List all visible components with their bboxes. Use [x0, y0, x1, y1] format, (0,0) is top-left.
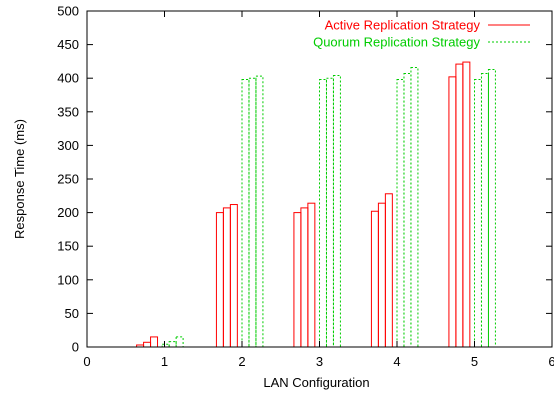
y-tick-label-0: 0 [72, 340, 79, 355]
y-tick-label-7: 350 [57, 104, 79, 119]
y-tick-label-8: 400 [57, 71, 79, 86]
bar-quorum-1 [168, 341, 177, 348]
bar-quorum-5 [255, 75, 264, 348]
y-tick-label-1: 50 [65, 306, 79, 321]
y-tick-label-3: 150 [57, 239, 79, 254]
bar-active-9 [370, 210, 379, 348]
legend: Active Replication Strategy Quorum Repli… [313, 18, 530, 50]
bar-quorum-8 [332, 75, 341, 348]
y-tick-label-9: 450 [57, 37, 79, 52]
y-tick-label-10: 500 [57, 4, 79, 19]
x-axis-title: LAN Configuration [263, 375, 369, 390]
bar-quorum-14 [487, 68, 496, 348]
bar-quorum-4 [248, 77, 257, 348]
bar-quorum-11 [410, 66, 419, 348]
bar-quorum-2 [175, 336, 184, 348]
bar-active-1 [143, 341, 152, 348]
bar-quorum-6 [319, 79, 327, 348]
y-tick-label-2: 100 [57, 272, 79, 287]
bar-active-14 [462, 61, 471, 348]
y-tick-label-6: 300 [57, 138, 79, 153]
bar-quorum-9 [396, 79, 405, 348]
x-tick-label-4: 4 [393, 354, 400, 369]
x-tick-label-6: 6 [548, 354, 554, 369]
bar-quorum-12 [474, 79, 482, 348]
legend-label-quorum: Quorum Replication Strategy [313, 35, 480, 50]
legend-label-active: Active Replication Strategy [325, 18, 481, 33]
y-axis-title: Response Time (ms) [12, 119, 27, 239]
bar-active-7 [300, 207, 309, 348]
x-tick-label-0: 0 [83, 354, 90, 369]
y-tick-label-5: 250 [57, 172, 79, 187]
ticks-layer: 0 50 100 150 200 250 300 350 400 450 500 0 1 2 3 4 5 6 [57, 4, 554, 370]
x-tick-label-1: 1 [161, 354, 168, 369]
bar-quorum-7 [325, 77, 334, 348]
x-tick-label-3: 3 [316, 354, 323, 369]
bar-active-10 [377, 202, 386, 348]
bar-active-5 [229, 204, 238, 348]
bar-active-6 [293, 212, 302, 348]
bar-active-8 [307, 202, 316, 348]
bar-quorum-3 [241, 79, 250, 348]
bar-quorum-13 [480, 72, 489, 348]
bar-active-3 [215, 212, 224, 348]
bar-active-12 [448, 76, 457, 348]
bar-active-4 [222, 207, 231, 348]
x-tick-label-5: 5 [471, 354, 478, 369]
x-tick-label-2: 2 [238, 354, 245, 369]
bar-quorum-10 [403, 72, 412, 348]
y-tick-label-4: 200 [57, 205, 79, 220]
bar-active-2 [150, 336, 159, 348]
bars-layer [136, 61, 496, 348]
bar-active-13 [455, 63, 464, 348]
bar-active-11 [384, 193, 393, 348]
